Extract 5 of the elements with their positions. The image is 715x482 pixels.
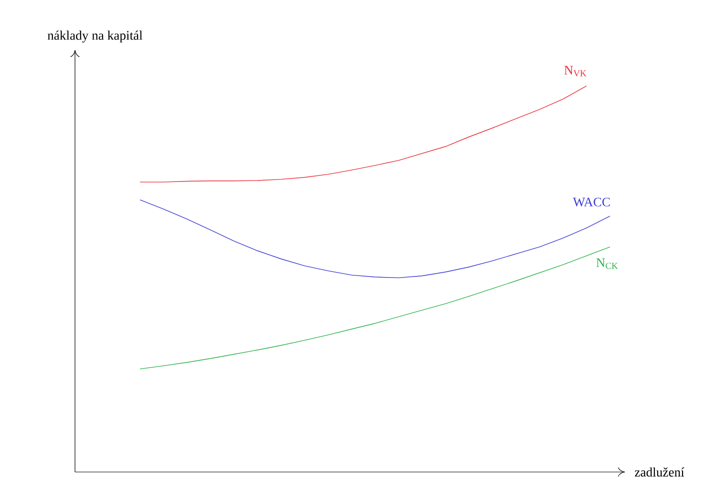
- series-label: WACC: [572, 198, 610, 207]
- x-axis-title: zadlužení: [634, 467, 684, 477]
- series-label: N$_{VK}$: [564, 66, 586, 76]
- y-axis-title: náklady na kapitál: [48, 30, 142, 42]
- series-label: N$_{CK}$: [596, 258, 618, 269]
